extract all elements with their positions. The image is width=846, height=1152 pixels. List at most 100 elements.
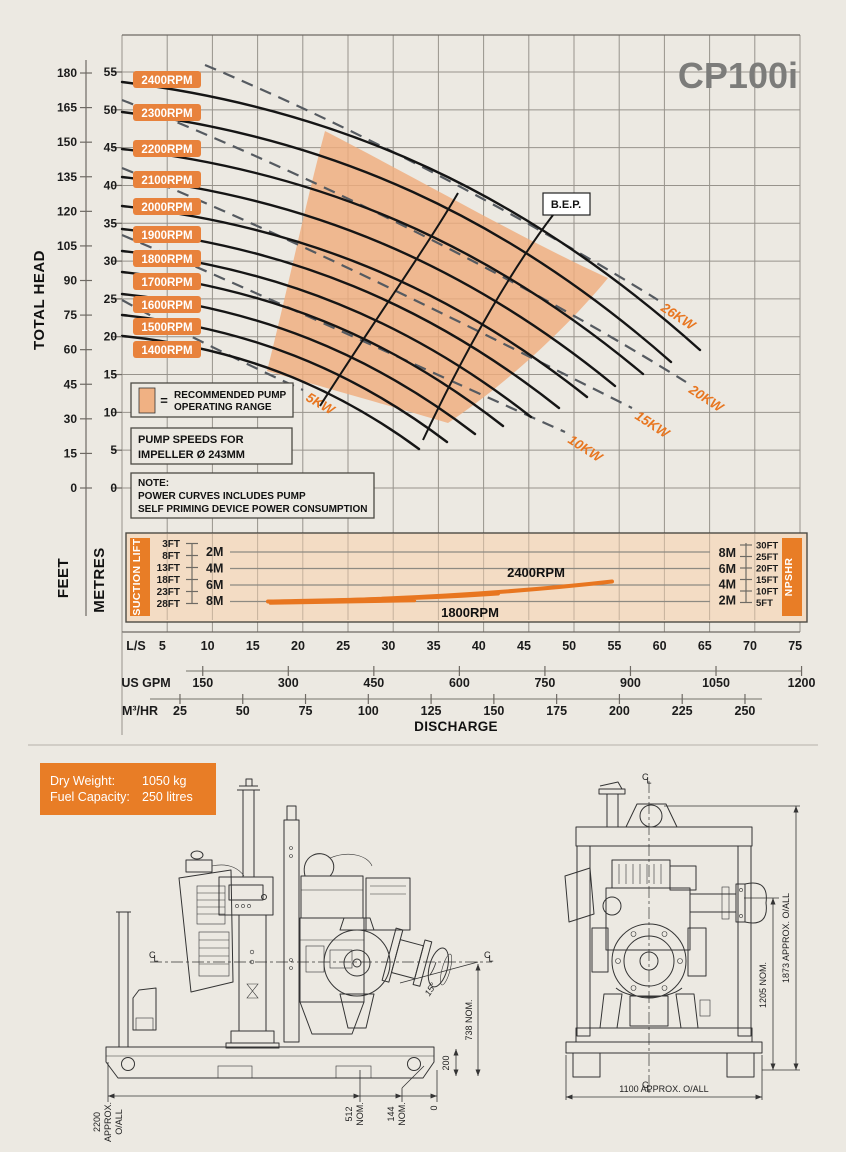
- centerline-icon: L: [647, 1084, 652, 1094]
- suction-ft-label: 28FT: [157, 599, 180, 610]
- ls-tick-label: 75: [788, 639, 802, 653]
- metres-tick-label: 40: [104, 178, 118, 192]
- rpm-badge: [133, 250, 201, 267]
- feet-axis-title: FEET: [55, 558, 72, 598]
- npshr-badge: [782, 538, 802, 616]
- npshr-ft-label: 10FT: [756, 587, 778, 598]
- legend-note: NOTE: POWER CURVES INCLUDES PUMP SELF PR…: [130, 472, 375, 519]
- feet-tick-label: 0: [70, 481, 77, 495]
- npshr-m-label: 4M: [719, 578, 736, 592]
- dim-200-label: 200: [441, 1055, 451, 1070]
- m3hr-tick-label: 225: [672, 704, 693, 718]
- feet-tick-label: 105: [57, 239, 77, 253]
- rpm-badge: [133, 140, 201, 157]
- rpm-badge-label: 1800RPM: [141, 254, 192, 266]
- feet-tick-label: 165: [57, 101, 77, 115]
- ls-tick-label: 60: [653, 639, 667, 653]
- ls-tick-label: 40: [472, 639, 486, 653]
- head-curve-2100rpm: [120, 175, 617, 388]
- dim-1873-label: 1873 APPROX. O/ALL: [781, 893, 791, 983]
- ls-tick-label: 5: [159, 639, 166, 653]
- metres-tick-label: 5: [110, 443, 117, 457]
- npshr-curve-2400-label: 2400RPM: [507, 565, 565, 580]
- npshr-m-label: 8M: [719, 546, 736, 560]
- rpm-badge: [133, 171, 201, 188]
- suction-ft-label: 23FT: [157, 587, 180, 598]
- suction-ft-label: 18FT: [157, 575, 180, 586]
- dry-weight-value: 1050 kg: [142, 774, 187, 788]
- gpm-tick-label: 1050: [702, 676, 730, 690]
- npshr-ft-label: 25FT: [756, 552, 778, 563]
- power-curve-label: 26KW: [658, 299, 700, 333]
- metres-tick-label: 30: [104, 254, 118, 268]
- dim-512-2: NOM.: [355, 1102, 365, 1126]
- metres-tick-label: 50: [104, 103, 118, 117]
- m3hr-tick-label: 75: [299, 704, 313, 718]
- discharge-axis-title: DISCHARGE: [414, 719, 498, 734]
- gpm-tick-label: 150: [192, 676, 213, 690]
- metres-tick-label: 55: [104, 65, 118, 79]
- ls-tick-label: 65: [698, 639, 712, 653]
- head-curve-2300rpm: [120, 110, 673, 364]
- centerline-icon: L: [154, 954, 159, 964]
- ls-tick-label: 70: [743, 639, 757, 653]
- bep-label-box: [542, 192, 591, 216]
- ls-tick-label: 30: [381, 639, 395, 653]
- centerline-icon: C: [149, 950, 156, 960]
- feet-tick-label: 45: [64, 377, 78, 391]
- power-curve-label: 20KW: [686, 381, 728, 415]
- rpm-badge-label: 1600RPM: [141, 300, 192, 312]
- gpm-tick-label: 750: [534, 676, 555, 690]
- head-curve-2000rpm: [120, 204, 589, 399]
- feet-tick-label: 90: [64, 274, 78, 288]
- npshr-ft-label: 5FT: [756, 598, 773, 609]
- m3hr-tick-label: 250: [735, 704, 756, 718]
- feet-tick-label: 120: [57, 204, 77, 218]
- metres-tick-label: 10: [104, 405, 118, 419]
- npshr-curve-2400: [318, 579, 614, 603]
- ls-tick-label: 10: [201, 639, 215, 653]
- rpm-badge-label: 1500RPM: [141, 322, 192, 334]
- suction-lift-title: SUCTION LIFT: [131, 538, 143, 615]
- dim-144-1: 144: [386, 1106, 396, 1121]
- metres-tick-label: 20: [104, 330, 118, 344]
- ls-tick-label: 45: [517, 639, 531, 653]
- dim-512-1: 512: [344, 1106, 354, 1121]
- side-view-drawing: 15° 738 NOM. 200 2200 APPROX. O/ALL 512 …: [92, 778, 492, 1142]
- centerline-icon: L: [647, 776, 652, 786]
- legend-pump-speeds: PUMP SPEEDS FOR IMPELLER Ø 243MM: [130, 427, 293, 465]
- dry-weight-row: Dry Weight: 1050 kg: [50, 774, 206, 788]
- gpm-tick-label: 900: [620, 676, 641, 690]
- dim-zero: 0: [429, 1105, 439, 1110]
- speeds-line2: IMPELLER Ø 243MM: [138, 449, 245, 461]
- dim-1100-label: 1100 APPROX. O/ALL: [619, 1084, 708, 1094]
- power-curve-label: 10KW: [565, 432, 606, 466]
- metres-tick-label: 0: [110, 481, 117, 495]
- ls-axis-label: L/S: [126, 639, 145, 653]
- angle-15-label: 15°: [423, 981, 439, 998]
- npshr-ft-label: 15FT: [756, 575, 778, 586]
- dim-144-2: NOM.: [397, 1102, 407, 1126]
- suction-npshr-panel: 3FT8FT13FT18FT23FT28FT2M4M6M8M8M6M4M2M30…: [125, 532, 808, 623]
- centerline-icon: L: [489, 954, 494, 964]
- m3hr-tick-label: 175: [546, 704, 567, 718]
- note-line1: NOTE:: [138, 478, 169, 489]
- suction-m-label: 8M: [206, 594, 223, 608]
- rpm-badge-label: 2000RPM: [141, 202, 192, 214]
- centerline-icon: C: [642, 772, 649, 782]
- ls-tick-label: 20: [291, 639, 305, 653]
- gpm-tick-label: 1200: [788, 676, 816, 690]
- npshr-m-label: 2M: [719, 593, 736, 607]
- bep-label: B.E.P.: [551, 199, 581, 211]
- gpm-axis-label: US GPM: [121, 676, 170, 690]
- dim-2200-1: 2200: [92, 1112, 102, 1132]
- head-curve-2400rpm: [120, 80, 702, 352]
- ls-tick-label: 15: [246, 639, 260, 653]
- npshr-m-label: 6M: [719, 562, 736, 576]
- feet-tick-label: 150: [57, 135, 77, 149]
- discharge-axes: L/S US GPM M³/HR DISCHARGE: [121, 639, 498, 734]
- rpm-badge-label: 2300RPM: [141, 108, 192, 120]
